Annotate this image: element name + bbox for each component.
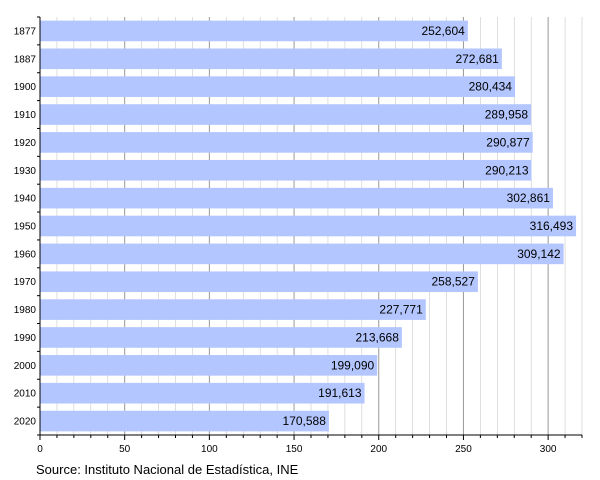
bar-2020 (40, 410, 329, 432)
category-label-2020: 2020 (14, 417, 37, 428)
bar-1910 (40, 104, 532, 125)
value-label-1970: 258,527 (431, 275, 475, 289)
value-label-2000: 199,090 (331, 358, 375, 372)
category-label-1990: 1990 (14, 333, 37, 344)
value-label-1950: 316,493 (530, 219, 574, 233)
value-label-1900: 280,434 (469, 80, 513, 94)
bar-1990 (40, 327, 402, 348)
value-label-1877: 252,604 (421, 24, 465, 38)
value-label-1920: 290,877 (486, 135, 530, 149)
bars: 1877 252,604 1887 272,681 1900 280,434 1910 289… (14, 20, 577, 432)
value-label-2020: 170,588 (283, 414, 327, 428)
bar-1960 (40, 243, 564, 265)
value-label-1980: 227,771 (379, 303, 423, 317)
axes: 0 50 100 150 200 250 300 (37, 16, 583, 455)
category-label-1910: 1910 (14, 110, 37, 121)
category-label-1980: 1980 (14, 305, 37, 316)
x-tick-label-100: 100 (201, 444, 218, 455)
bar-1877 (40, 20, 468, 42)
category-label-1950: 1950 (14, 222, 37, 233)
value-label-2010: 191,613 (318, 386, 362, 400)
value-label-1940: 302,861 (507, 191, 551, 205)
category-label-1960: 1960 (14, 249, 37, 260)
category-label-1877: 1877 (14, 26, 37, 37)
x-tick-label-50: 50 (119, 444, 131, 455)
x-tick-label-150: 150 (286, 444, 303, 455)
category-label-1940: 1940 (14, 194, 37, 205)
bar-1920 (40, 132, 533, 153)
bar-2010 (40, 382, 365, 404)
x-tick-label-250: 250 (455, 444, 472, 455)
bar-1930 (40, 159, 532, 181)
bar-1980 (40, 299, 426, 320)
bar-2000 (40, 355, 378, 376)
category-label-1900: 1900 (14, 82, 37, 93)
value-label-1990: 213,668 (356, 330, 400, 344)
category-label-1970: 1970 (14, 277, 37, 288)
source-note: Source: Instituto Nacional de Estadístic… (36, 462, 299, 477)
value-label-1887: 272,681 (455, 52, 499, 66)
category-label-2010: 2010 (14, 389, 37, 400)
bar-1887 (40, 48, 502, 70)
x-tick-label-200: 200 (370, 444, 387, 455)
category-label-1887: 1887 (14, 54, 37, 65)
value-label-1930: 290,213 (485, 163, 529, 177)
value-label-1910: 289,958 (485, 108, 529, 122)
category-label-2000: 2000 (14, 361, 37, 372)
x-tick-label-300: 300 (540, 444, 557, 455)
bar-1940 (40, 187, 553, 209)
x-tick-label-0: 0 (37, 444, 43, 455)
bar-1950 (40, 215, 577, 237)
bar-1900 (40, 76, 515, 97)
category-label-1920: 1920 (14, 138, 37, 149)
bar-1970 (40, 271, 478, 293)
value-label-1960: 309,142 (517, 247, 561, 261)
category-label-1930: 1930 (14, 166, 37, 177)
